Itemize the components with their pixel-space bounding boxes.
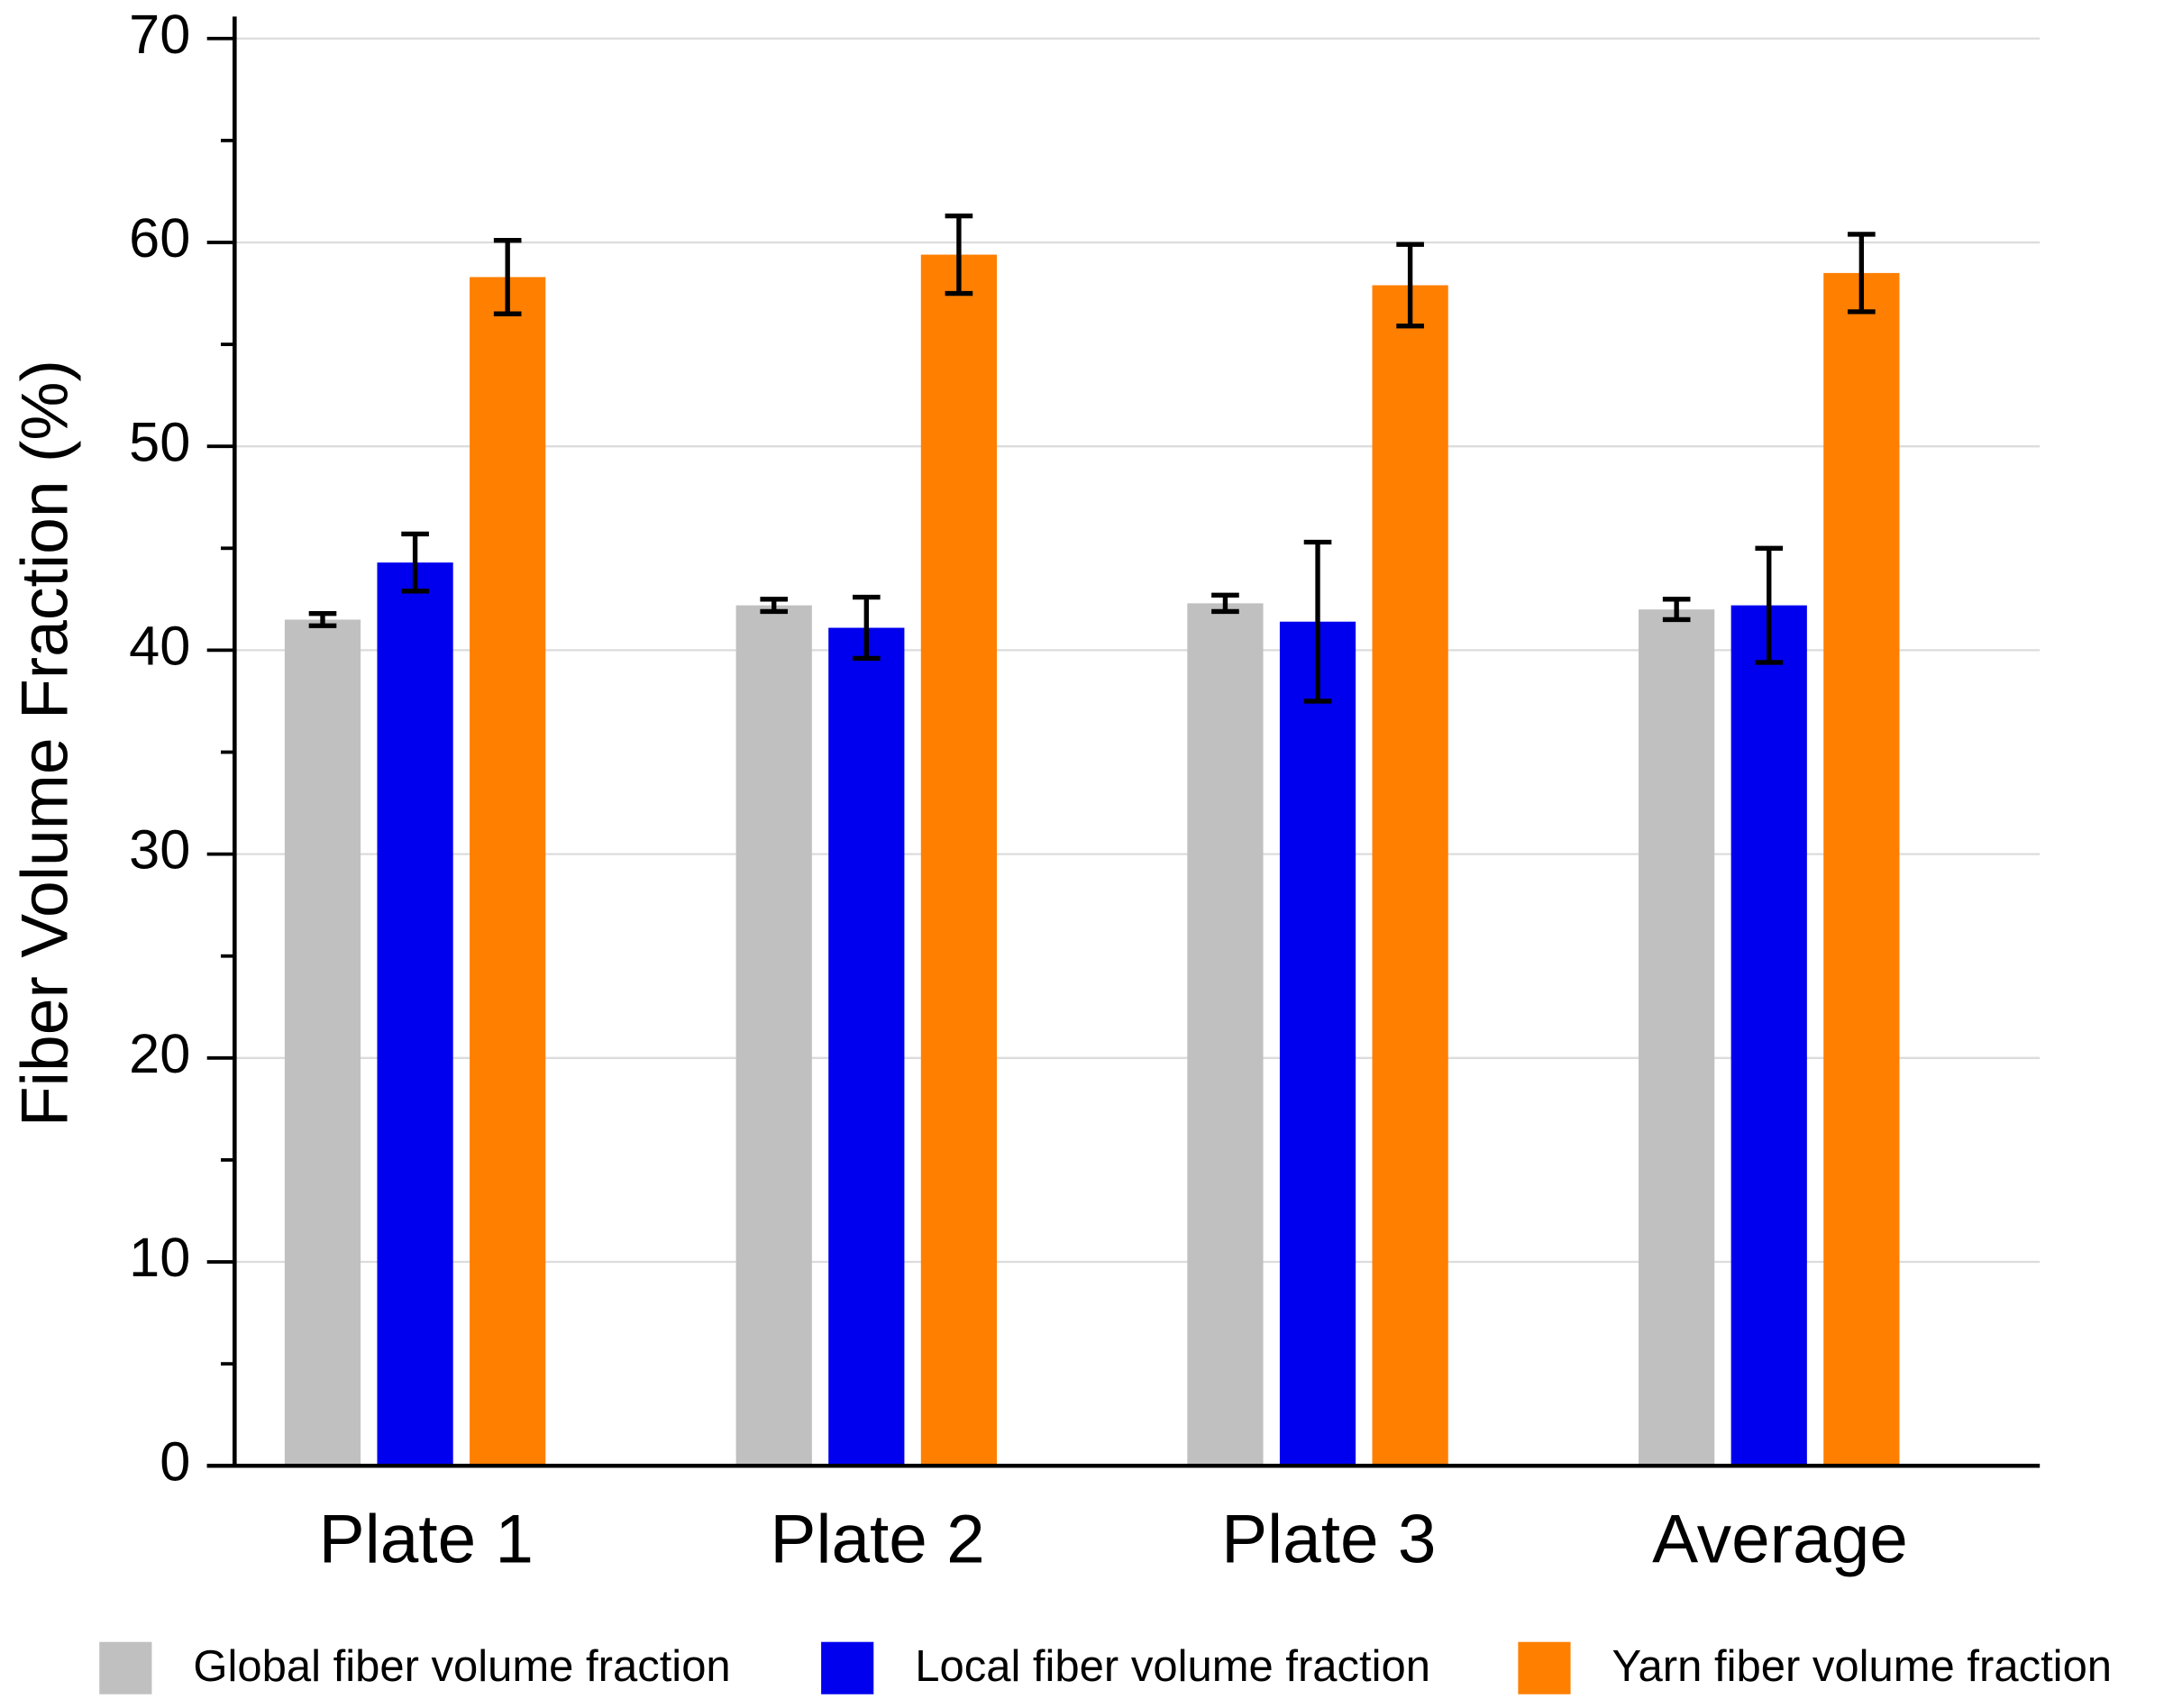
error-bar xyxy=(493,238,522,316)
y-tick-label: 70 xyxy=(129,4,190,65)
bar xyxy=(920,254,998,1466)
x-tick-label: Plate 2 xyxy=(770,1502,984,1578)
error-bar xyxy=(853,594,881,662)
error-bar xyxy=(1662,597,1691,623)
bar xyxy=(1823,272,1900,1466)
error-bar xyxy=(1303,539,1332,704)
bar xyxy=(1279,621,1356,1466)
y-tick-label: 0 xyxy=(160,1430,190,1492)
error-bar xyxy=(308,611,337,628)
legend-swatch xyxy=(99,1641,152,1694)
error-bar xyxy=(945,213,973,297)
y-axis-label: Fiber Volume Fraction (%) xyxy=(7,360,81,1127)
error-bar xyxy=(1211,592,1239,615)
bar xyxy=(1372,285,1448,1466)
error-bar xyxy=(401,531,429,594)
y-tick-label: 20 xyxy=(129,1023,190,1084)
x-tick-label: Average xyxy=(1652,1502,1908,1578)
bar xyxy=(735,605,812,1466)
x-tick-label: Plate 1 xyxy=(319,1502,534,1578)
error-bar xyxy=(1396,242,1424,329)
y-tick-label: 60 xyxy=(129,207,190,269)
error-bar xyxy=(760,597,789,615)
y-tick-label: 10 xyxy=(129,1227,190,1288)
bar xyxy=(470,277,546,1466)
y-tick-label: 50 xyxy=(129,411,190,472)
bar xyxy=(1187,603,1264,1466)
y-tick-label: 40 xyxy=(129,616,190,677)
error-bar xyxy=(1848,232,1876,315)
error-bar xyxy=(1755,545,1784,665)
legend-label: Local fiber volume fraction xyxy=(915,1642,1430,1691)
legend-swatch xyxy=(821,1641,874,1694)
bar xyxy=(828,627,905,1466)
bar xyxy=(1730,605,1807,1466)
bar xyxy=(284,619,361,1466)
legend-label: Yarn fiber volume fraction xyxy=(1612,1642,2113,1691)
legend-swatch xyxy=(1518,1641,1571,1694)
y-tick-label: 30 xyxy=(129,819,190,881)
legend-label: Global fiber volume fraction xyxy=(193,1642,730,1691)
bar xyxy=(377,562,453,1466)
x-tick-label: Plate 3 xyxy=(1221,1502,1436,1578)
bar xyxy=(1639,609,1715,1466)
